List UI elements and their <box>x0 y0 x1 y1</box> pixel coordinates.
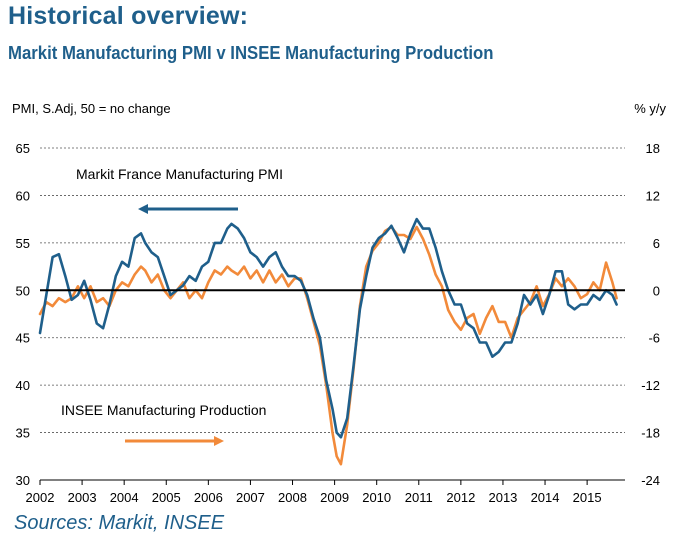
left-tick-label: 60 <box>16 188 30 203</box>
x-tick-label: 2007 <box>236 490 265 505</box>
insee-arrow-head <box>214 436 224 446</box>
insee-series-line <box>38 225 618 466</box>
series-group <box>38 217 618 466</box>
right-tick-label: 18 <box>646 141 660 156</box>
x-tick-label: 2012 <box>446 490 475 505</box>
left-tick-label: 35 <box>16 426 30 441</box>
left-tick-label: 30 <box>16 473 30 488</box>
right-tick-label: 6 <box>653 236 660 251</box>
x-tick-label: 2008 <box>278 490 307 505</box>
chart-title: Historical overview: <box>8 2 249 30</box>
chart-subtitle: Markit Manufacturing PMI v INSEE Manufac… <box>8 43 494 63</box>
left-tick-label: 50 <box>16 283 30 298</box>
x-tick-label: 2004 <box>110 490 139 505</box>
left-tick-label: 45 <box>16 331 30 346</box>
x-tick-label: 2011 <box>405 490 433 505</box>
left-tick-label: 65 <box>16 141 30 156</box>
right-tick-label: -24 <box>641 473 660 488</box>
pmi-series-line <box>38 217 618 439</box>
right-tick-label: -12 <box>641 378 660 393</box>
left-axis-label: PMI, S.Adj, 50 = no change <box>12 101 171 116</box>
right-tick-label: -18 <box>641 426 660 441</box>
x-tick-label: 2010 <box>362 490 391 505</box>
left-tick-label: 55 <box>16 236 30 251</box>
x-tick-label: 2006 <box>194 490 223 505</box>
x-tick-label: 2013 <box>488 490 517 505</box>
x-tick-label: 2003 <box>68 490 97 505</box>
right-tick-label: -6 <box>648 331 660 346</box>
right-tick-label: 12 <box>646 188 660 203</box>
x-tick-label: 2005 <box>152 490 181 505</box>
left-tick-label: 40 <box>16 378 30 393</box>
x-tick-label: 2009 <box>320 490 349 505</box>
x-tick-label: 2014 <box>531 490 560 505</box>
right-axis-label: % y/y <box>634 101 666 116</box>
source-note: Sources: Markit, INSEE <box>14 512 225 534</box>
axes: 30 35 40 45 50 55 60 65 -24 -18 -12 -6 0 6 12 18 2002 200… <box>16 141 660 505</box>
right-tick-label: 0 <box>653 283 660 298</box>
x-tick-label: 2015 <box>573 490 602 505</box>
pmi-arrow-head <box>138 204 148 214</box>
x-tick-label: 2002 <box>26 490 55 505</box>
insee-annotation: INSEE Manufacturing Production <box>61 402 266 418</box>
pmi-annotation: Markit France Manufacturing PMI <box>76 166 283 182</box>
